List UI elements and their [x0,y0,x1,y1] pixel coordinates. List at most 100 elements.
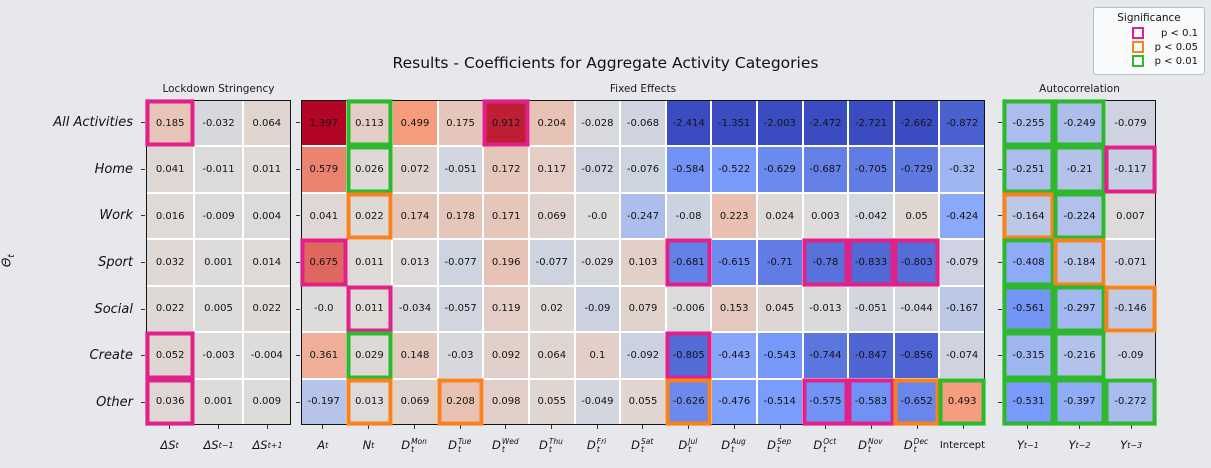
heatmap-cell: -0.561 [1004,286,1053,332]
x-tick-label: D Sep t [767,436,792,454]
heatmap-cell: 0.013 [347,379,392,424]
heatmap-cell: 0.05 [894,193,939,239]
heatmap-cell: 0.036 [147,379,194,424]
heatmap-cell: 0.171 [484,193,528,239]
heatmap-cell: 0.1 [575,333,620,378]
heatmap-cell: -0.476 [712,379,756,424]
y-ticks [998,100,1002,425]
heatmap-cell: -0.042 [849,193,893,239]
heatmap-cell: -0.0 [575,193,620,239]
heatmap-cell: 1.397 [302,101,346,146]
row-label: Work [99,208,133,224]
x-tick-label: D Jul t [678,436,698,454]
heatmap-cell: -0.051 [438,147,483,192]
heatmap-cell: -0.029 [575,240,620,285]
heatmap-cell: 0.069 [393,379,437,424]
row-label: Other [96,395,133,411]
heatmap-cell: -0.583 [849,379,893,424]
x-tick-label: D Sat t [631,436,654,454]
heatmap-cell: 0.064 [243,101,290,146]
heatmap-cell: -0.315 [1004,333,1053,378]
heatmap-cell: -0.09 [575,286,620,332]
panel-title: Autocorrelation [1039,83,1120,95]
legend-swatch-icon [1132,27,1144,39]
x-tick-label: D Oct t [813,436,837,454]
heatmap-cell: -0.652 [894,379,939,424]
heatmap-cell: -2.662 [894,101,939,146]
heatmap-cell: -0.705 [849,147,893,192]
heatmap-cell: -0.167 [940,286,984,332]
heatmap-cell: -0.833 [849,240,893,285]
heatmap-cell: -0.514 [757,379,802,424]
heatmap-cell: 0.064 [529,333,574,378]
heatmap-cell: -2.472 [803,101,848,146]
chart-title: Results - Coefficients for Aggregate Act… [392,54,819,72]
heatmap-cell: -0.21 [1055,147,1104,192]
x-tick-label: Intercept [939,439,985,451]
heatmap-cell: -0.03 [438,333,483,378]
heatmap-cell: 0.579 [302,147,346,192]
row-label: All Activities [53,114,133,130]
heatmap-cell: -0.006 [666,286,711,332]
heatmap-cell: 0.022 [243,286,290,332]
heatmap-cell: -0.117 [1106,147,1155,192]
heatmap-cell: 0.185 [147,101,194,146]
panel-title: Fixed Effects [609,83,677,95]
heatmap-cell: 0.055 [529,379,574,424]
heatmap-cell: 0.204 [529,101,574,146]
heatmap-cell: -0.071 [1106,240,1155,285]
x-tick-label: D Tue t [448,436,472,454]
heatmap-cell: -0.543 [757,333,802,378]
heatmap-cell: -0.09 [1106,333,1155,378]
heatmap-cell: 0.011 [347,240,392,285]
heatmap-cell: -0.068 [621,101,665,146]
x-tick-label: D Thu t [538,436,563,454]
heatmap-cell: -0.629 [757,147,802,192]
panel-lockdown-stringency: Lockdown Stringency 0.185 -0.032 0.064 0.041… [141,83,291,452]
heatmap-cell: -2.721 [849,101,893,146]
heatmap-cell: 0.178 [438,193,483,239]
heatmap-cell: -0.146 [1106,286,1155,332]
heatmap-cell: -0.249 [1055,101,1104,146]
heatmap-cell: 0.499 [393,101,437,146]
heatmap-grid: -0.255 -0.249 -0.079 -0.251 -0.21 -0.117 -0.16… [1003,100,1156,425]
heatmap-cell: -0.004 [243,333,290,378]
row-labels: All Activities Home Work Sport Social Create O… [0,100,140,425]
heatmap-cell: 0.026 [347,147,392,192]
heatmap-cell: -0.013 [803,286,848,332]
heatmap-cell: -0.057 [438,286,483,332]
heatmap-cell: -0.079 [1106,101,1155,146]
heatmap-cell: -0.077 [529,240,574,285]
heatmap-cell: -0.408 [1004,240,1053,285]
legend-swatch-icon [1132,41,1144,53]
heatmap-cell: -0.044 [894,286,939,332]
legend-entry-label: p < 0.1 [1161,27,1198,39]
heatmap-cell: -0.687 [803,147,848,192]
x-ticks [1003,425,1156,429]
legend-swatch-icon [1132,55,1144,67]
heatmap-cell: 0.912 [484,101,528,146]
heatmap-cell: 0.361 [302,333,346,378]
heatmap-cell: 0.208 [438,379,483,424]
heatmap-cell: -0.531 [1004,379,1053,424]
heatmap-cell: -0.251 [1004,147,1053,192]
heatmap-cell: -0.224 [1055,193,1104,239]
heatmap-cell: -0.272 [1106,379,1155,424]
heatmap-cell: -0.78 [803,240,848,285]
x-tick-label: ΔS t−1 [203,438,234,452]
heatmap-cell: 0.072 [393,147,437,192]
x-tick-label: D Dec t [903,436,929,454]
legend-entries: p < 0.1 p < 0.05 p < 0.01 [1100,27,1198,67]
heatmap-cell: 0.013 [393,240,437,285]
heatmap-cell: -0.011 [195,147,242,192]
x-tick-labels: ΔS t ΔS t−1 ΔS t+1 [146,432,291,458]
heatmap-cell: -0.856 [894,333,939,378]
heatmap-cell: 0.022 [147,286,194,332]
heatmap-cell: 0.024 [757,193,802,239]
heatmap-cell: -0.216 [1055,333,1104,378]
